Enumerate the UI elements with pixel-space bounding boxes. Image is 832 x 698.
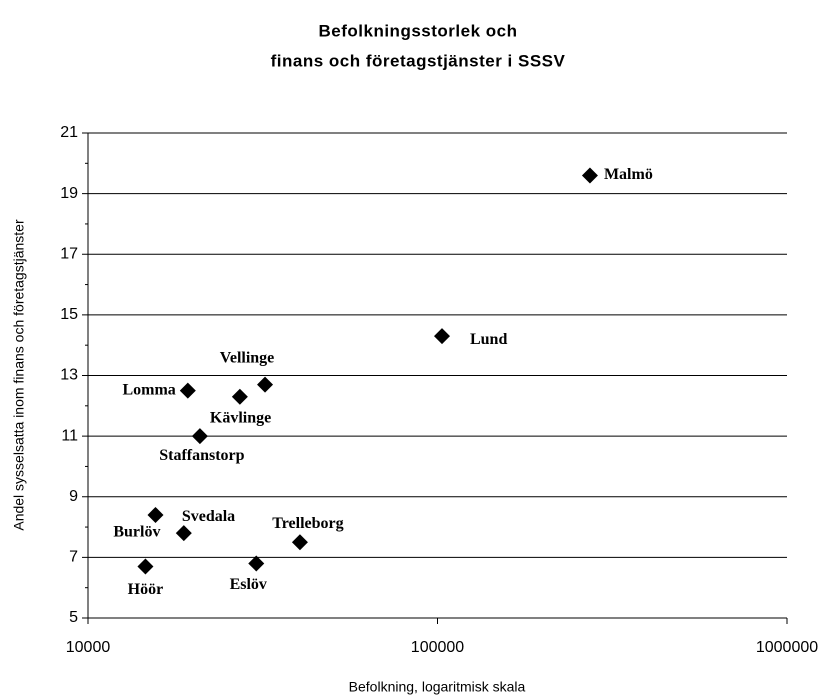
marker (175, 525, 192, 542)
point-label: Lund (470, 331, 507, 348)
chart-title: Befolkningsstorlek och (319, 21, 518, 40)
y-tick-label: 21 (60, 124, 78, 141)
point-label: Eslöv (230, 576, 267, 593)
marker (581, 167, 598, 184)
marker (231, 388, 248, 405)
point-label: Höör (128, 581, 164, 598)
point-label: Vellinge (220, 349, 275, 366)
point-label: Svedala (182, 508, 235, 525)
y-axis-label: Andel sysselsatta inom finans och företa… (11, 219, 27, 531)
y-tick-label: 17 (60, 245, 78, 262)
x-tick-label: 100000 (411, 639, 464, 656)
point-label: Staffanstorp (159, 447, 244, 464)
marker (179, 382, 196, 399)
y-tick-label: 11 (61, 427, 78, 444)
y-tick-label: 13 (60, 367, 78, 384)
chart-title: finans och företagstjänster i SSSV (271, 51, 566, 70)
marker (257, 376, 274, 393)
y-tick-label: 19 (60, 185, 78, 202)
point-label: Malmö (604, 166, 653, 183)
y-tick-label: 7 (69, 549, 78, 566)
marker (248, 555, 265, 572)
y-tick-label: 15 (60, 306, 78, 323)
y-tick-label: 5 (69, 609, 78, 626)
point-label: Burlöv (113, 524, 160, 541)
marker (137, 558, 154, 575)
marker (433, 328, 450, 345)
x-tick-label: 10000 (66, 639, 111, 656)
y-tick-label: 9 (69, 488, 78, 505)
x-axis-label: Befolkning, logaritmisk skala (349, 679, 526, 695)
point-label: Trelleborg (272, 515, 343, 532)
x-tick-label: 1000000 (756, 639, 818, 656)
marker (291, 534, 308, 551)
marker (191, 428, 208, 445)
marker (147, 506, 164, 523)
point-label: Kävlinge (210, 409, 271, 426)
point-label: Lomma (122, 381, 175, 398)
